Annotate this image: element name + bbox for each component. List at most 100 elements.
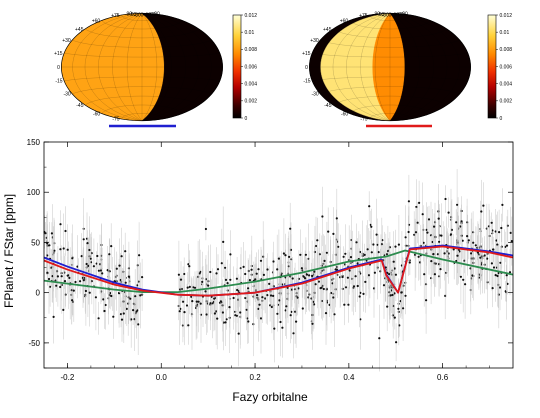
parallel-line [332, 95, 448, 106]
data-point [276, 268, 279, 271]
data-point [425, 299, 428, 302]
data-point [257, 307, 260, 310]
data-point [297, 287, 300, 290]
data-point [386, 305, 389, 308]
meridian-line [141, 13, 186, 121]
colorbar-left-ticks: 0.012 0.01 0.008 0.006 0.004 0.002 0 [241, 13, 257, 122]
latitude-label: +30 [62, 38, 71, 44]
data-point [269, 294, 273, 297]
colorbar-tick-label: 0.004 [245, 82, 258, 88]
data-point [332, 296, 335, 299]
data-point [510, 240, 513, 243]
data-point [66, 274, 69, 277]
colorbar-right [487, 14, 497, 119]
data-point [224, 278, 228, 281]
data-point [204, 227, 207, 231]
data-point [363, 253, 366, 256]
data-point [462, 278, 465, 281]
data-point [430, 260, 433, 263]
data-point [183, 311, 186, 314]
data-point [66, 248, 69, 251]
data-point [270, 305, 273, 309]
data-point [247, 320, 250, 323]
data-point [68, 276, 71, 279]
data-point [193, 286, 197, 289]
data-point [388, 273, 391, 276]
data-point [85, 262, 88, 266]
data-point [368, 205, 371, 208]
data-point [356, 262, 359, 265]
data-point [391, 314, 394, 317]
data-point [479, 256, 482, 259]
data-point [216, 317, 219, 320]
data-point [259, 317, 263, 320]
data-point [110, 245, 113, 248]
meridian-line [332, 13, 391, 121]
data-point [417, 255, 420, 258]
data-point [498, 286, 502, 289]
data-point [79, 280, 82, 283]
data-point [120, 255, 123, 258]
data-point [352, 285, 356, 288]
data-point [110, 294, 113, 298]
data-point [207, 284, 210, 287]
latitude-label: +60 [92, 18, 101, 24]
data-point [456, 203, 459, 206]
data-point [124, 281, 127, 284]
data-point [385, 253, 388, 256]
data-point [134, 295, 137, 298]
data-point [82, 279, 85, 282]
data-point [82, 238, 85, 241]
parallel-line [312, 76, 468, 82]
data-point [198, 272, 201, 275]
data-point [344, 252, 347, 255]
data-point [258, 303, 261, 306]
data-point [264, 297, 267, 300]
data-point [456, 254, 459, 257]
data-point [344, 286, 348, 289]
data-point [273, 327, 276, 330]
data-point [138, 254, 141, 257]
data-point [187, 324, 190, 327]
data-point [224, 321, 227, 324]
data-point [237, 289, 240, 293]
data-point [291, 277, 294, 280]
meridian-line [98, 13, 143, 121]
x-tick-label: 0.4 [343, 373, 355, 382]
data-point [221, 311, 224, 314]
model-curve-2 [43, 245, 514, 297]
data-point [46, 271, 49, 274]
data-point [322, 287, 325, 291]
colorbar-tick-label: 0 [500, 116, 503, 122]
data-point [319, 287, 322, 290]
latitude-label: -15 [55, 79, 62, 85]
parallel-line [101, 20, 183, 30]
data-point [261, 296, 264, 299]
longitude-label: -90 [373, 11, 380, 17]
data-point [104, 303, 107, 307]
data-point [494, 274, 497, 277]
data-point [400, 264, 403, 267]
data-point [229, 278, 232, 281]
data-point [125, 307, 128, 310]
data-point [268, 282, 271, 285]
longitude-label: +30 [391, 13, 400, 19]
latitude-label: -75 [112, 117, 119, 123]
colorbar-tick-label: 0.002 [245, 99, 258, 105]
data-point [132, 309, 135, 312]
data-point [355, 241, 358, 244]
data-point [108, 253, 111, 256]
data-point [284, 254, 287, 257]
data-point [254, 278, 257, 281]
data-point [327, 230, 330, 233]
data-point [279, 320, 282, 324]
colorbar-tick-label: 0.006 [500, 64, 513, 70]
meridian-line [320, 13, 391, 121]
data-point [496, 274, 499, 278]
data-point [407, 230, 410, 234]
data-point [225, 318, 228, 321]
data-point [47, 277, 51, 281]
data-point [455, 221, 458, 224]
data-point [205, 313, 208, 316]
meridian-line [141, 13, 200, 121]
